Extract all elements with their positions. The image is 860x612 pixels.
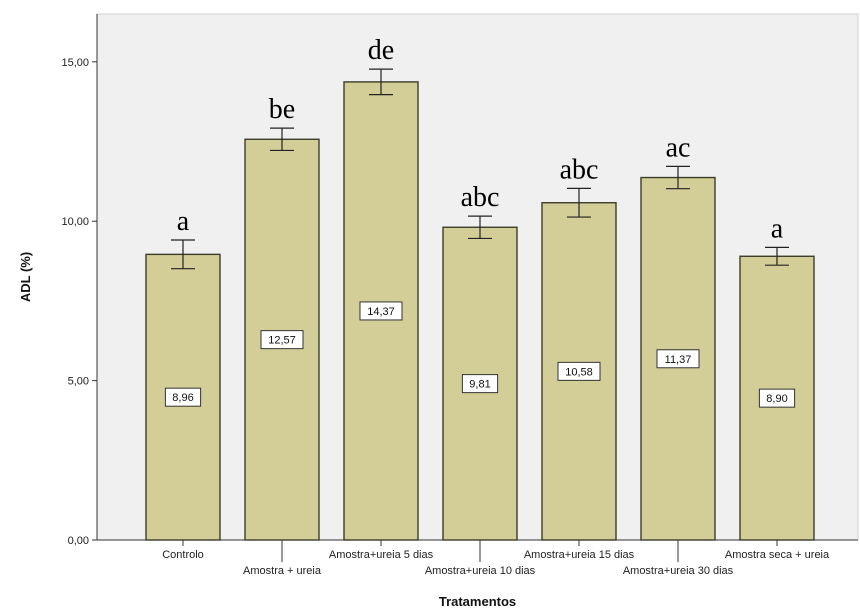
x-tick-label: Amostra+ureia 10 dias: [425, 565, 536, 577]
value-label: 8,96: [172, 392, 193, 404]
x-axis-title: Tratamentos: [439, 594, 516, 609]
y-tick-label: 5,00: [68, 376, 89, 388]
significance-letter: de: [368, 35, 394, 66]
significance-letter: a: [177, 206, 190, 237]
value-label: 14,37: [367, 306, 395, 318]
significance-letter: a: [771, 213, 784, 244]
y-tick-label: 15,00: [61, 57, 89, 69]
value-label-box: [164, 387, 202, 407]
y-tick-label: 0,00: [68, 535, 89, 547]
significance-letter: abc: [461, 182, 500, 213]
value-label-box: [461, 374, 499, 394]
value-label-box: [656, 349, 700, 369]
value-label: 12,57: [268, 335, 296, 347]
value-label: 9,81: [469, 379, 490, 391]
bars: a 8,96 be 12,57 de 14,37 abc 9,81 abc 10,58 ac 11,3…: [145, 35, 815, 541]
y-axis-title: ADL (%): [18, 252, 33, 302]
y-axis: 0,00 5,00 10,00 15,00: [61, 14, 98, 547]
x-tick-label: Amostra + ureia: [243, 565, 322, 577]
significance-letter: be: [269, 94, 295, 125]
x-tick-label: Controlo: [162, 549, 204, 561]
value-label-box: [260, 330, 304, 350]
value-label: 8,90: [766, 393, 787, 405]
x-tick-label: Amostra seca + ureia: [725, 549, 830, 561]
significance-letter: ac: [666, 132, 691, 163]
value-label: 11,37: [665, 354, 692, 366]
value-label-box: [359, 301, 403, 321]
x-tick-label: Amostra+ureia 30 dias: [623, 565, 734, 577]
value-label: 10,58: [565, 366, 593, 378]
y-tick-label: 10,00: [61, 216, 89, 228]
value-label-box: [557, 361, 601, 381]
value-label-box: [758, 388, 796, 408]
significance-letter: abc: [560, 154, 599, 185]
x-tick-label: Amostra+ureia 5 dias: [329, 549, 434, 561]
x-axis: Controlo Amostra + ureia Amostra+ureia 5 d…: [97, 539, 858, 577]
x-tick-label: Amostra+ureia 15 dias: [524, 549, 635, 561]
